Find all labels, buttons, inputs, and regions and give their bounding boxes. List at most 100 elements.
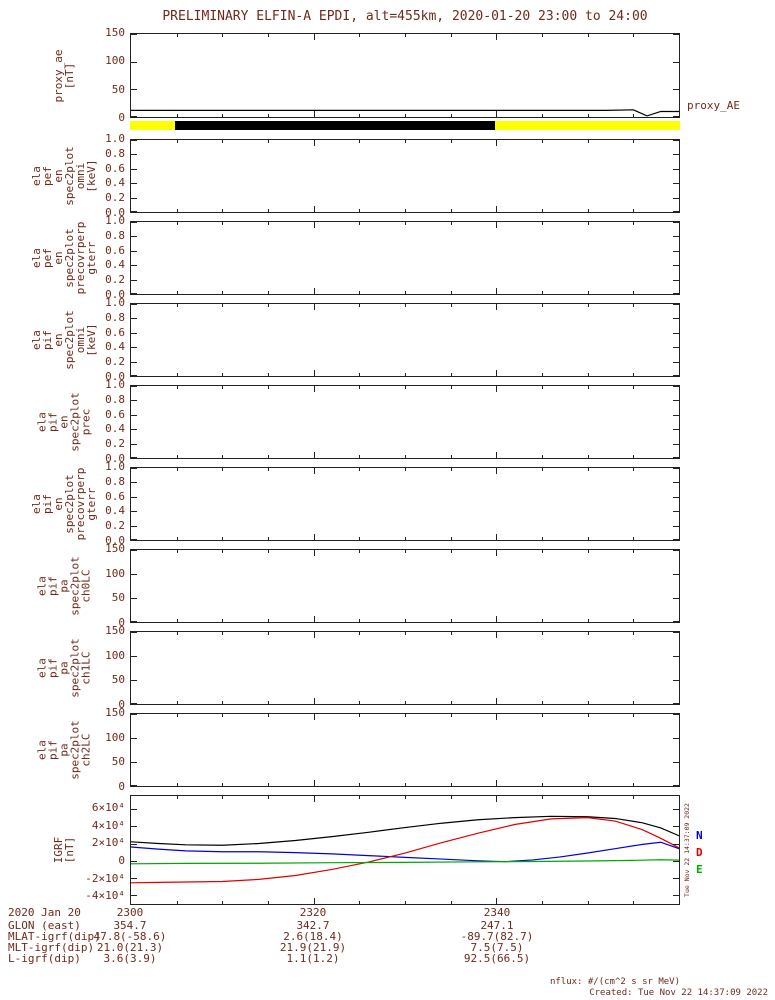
x-tick-mark	[268, 537, 269, 540]
row-value: 3.6(3.9)	[103, 952, 157, 965]
x-tick-mark	[359, 701, 361, 704]
y-tick-mark	[131, 878, 137, 880]
y-tick-mark	[673, 168, 679, 170]
y-tick-label: 1.0	[105, 296, 125, 309]
x-tick-mark	[633, 34, 635, 37]
y-tick-mark	[673, 250, 679, 252]
x-tick-mark	[542, 632, 543, 635]
x-tick-mark	[542, 701, 543, 704]
y-tick-mark	[673, 826, 679, 828]
x-tick-mark	[633, 291, 635, 294]
panel-ela-pef-en-precovrperp-gterr: ela pef en spec2plot precovrperp gterr 1…	[0, 215, 775, 301]
x-tick-mark	[359, 619, 361, 622]
x-tick-mark	[450, 304, 452, 307]
panel-ela-pif-en-omni: ela pif en spec2plot omni [keV] 1.0 0.8 0.…	[0, 297, 775, 383]
x-tick-mark	[405, 386, 406, 389]
x-tick-mark	[313, 370, 315, 376]
y-tick-mark	[673, 737, 679, 739]
y-tick-label: -4×10⁴	[85, 889, 125, 903]
y-tick-mark	[131, 304, 137, 305]
ephemeris-row-mlt: MLT-igrf(dip) 21.0(21.3) 21.9(21.9) 7.5(…	[0, 941, 775, 954]
y-tick-mark	[131, 525, 137, 527]
plot-area	[130, 713, 680, 787]
x-tick-mark	[222, 373, 224, 376]
x-tick-mark	[268, 34, 269, 37]
x-tick-mark	[176, 714, 178, 717]
y-tick-mark	[673, 655, 679, 657]
y-tick-label: 0	[118, 111, 125, 124]
panel-ela-pif-pa-ch1lc: ela pif pa spec2plot ch1LC 150 100 50 0	[0, 625, 775, 711]
panel-ela-pif-pa-ch0lc: ela pif pa spec2plot ch0LC 150 100 50 0	[0, 543, 775, 629]
plot-area	[130, 795, 680, 905]
x-tick-mark	[359, 373, 361, 376]
x-tick-mark	[496, 386, 498, 392]
x-tick-mark	[633, 386, 635, 389]
x-tick-mark	[633, 222, 635, 225]
y-tick-mark	[673, 680, 679, 681]
y-tick-mark	[673, 457, 679, 459]
x-tick-mark	[587, 796, 589, 799]
x-tick-mark	[176, 222, 178, 225]
x-tick-mark	[633, 140, 635, 143]
y-tick-mark	[131, 154, 137, 156]
nflux-units-label: nflux: #/(cm^2 s sr MeV)	[549, 977, 680, 987]
y-tick-label: 1.0	[105, 214, 125, 227]
y-tick-label: 100	[105, 648, 125, 662]
y-tick-label: 0.2	[105, 519, 125, 533]
x-tick-mark	[176, 537, 178, 540]
y-tick-mark	[673, 860, 679, 862]
x-tick-mark	[359, 455, 361, 458]
y-tick-mark	[131, 482, 137, 484]
x-tick-mark	[313, 898, 315, 904]
x-tick-mark	[587, 714, 589, 717]
y-tick-label: 6×10⁴	[91, 801, 125, 815]
x-tick-mark	[587, 373, 589, 376]
y-tick-mark	[131, 655, 137, 657]
series-D	[131, 818, 679, 883]
y-tick-label: 0	[118, 780, 125, 793]
y-tick-mark	[131, 347, 137, 349]
x-tick-mark	[450, 373, 452, 376]
x-tick-mark	[405, 714, 406, 717]
x-tick-mark	[268, 783, 269, 786]
y-tick-mark	[131, 211, 137, 213]
igrf-legend-d: D	[696, 846, 703, 859]
x-tick-mark	[222, 783, 224, 786]
panel-ela-pif-pa-ch2lc: ela pif pa spec2plot ch2LC 150 100 50 0	[0, 707, 775, 793]
y-tick-mark	[673, 293, 679, 295]
row-label: MLT-igrf(dip)	[8, 941, 95, 954]
x-tick-mark	[176, 468, 178, 471]
x-tick-mark	[313, 550, 315, 556]
x-tick-mark	[222, 537, 224, 540]
y-tick-label: 0	[118, 616, 125, 629]
y-tick-mark	[131, 468, 137, 469]
x-tick-mark	[633, 632, 635, 635]
x-tick-mark	[450, 209, 452, 212]
x-tick-mark	[359, 140, 361, 143]
x-tick-mark	[222, 632, 224, 635]
y-tick-mark	[131, 236, 137, 238]
series-N	[131, 842, 679, 861]
x-tick-mark	[313, 222, 315, 228]
row-label: L-igrf(dip)	[8, 952, 81, 965]
y-tick-mark	[131, 414, 137, 416]
x-tick-mark	[313, 206, 315, 212]
ephemeris-row-glon: GLON (east) 354.7 342.7 247.1	[0, 919, 775, 932]
x-tick-mark	[587, 783, 589, 786]
x-tick-mark	[496, 698, 498, 704]
panel-ela-pif-en-prec: ela pif en spec2plot prec 1.0 0.8 0.6 0.4 0.…	[0, 379, 775, 465]
plot-area	[130, 303, 680, 377]
y-tick-mark	[673, 550, 679, 551]
y-tick-mark	[673, 279, 679, 281]
x-tick-mark	[542, 34, 543, 37]
row-value: -89.7(82.7)	[460, 930, 534, 943]
y-tick-label: 0.0	[105, 288, 125, 301]
x-tick-mark	[496, 288, 498, 294]
y-tick-mark	[673, 183, 679, 185]
y-tick-label: 0.2	[105, 355, 125, 369]
y-tick-mark	[131, 550, 137, 551]
y-tick-mark	[131, 808, 137, 810]
y-tick-mark	[131, 703, 137, 705]
x-tick-mark	[359, 114, 361, 117]
x-tick-mark	[542, 619, 543, 622]
